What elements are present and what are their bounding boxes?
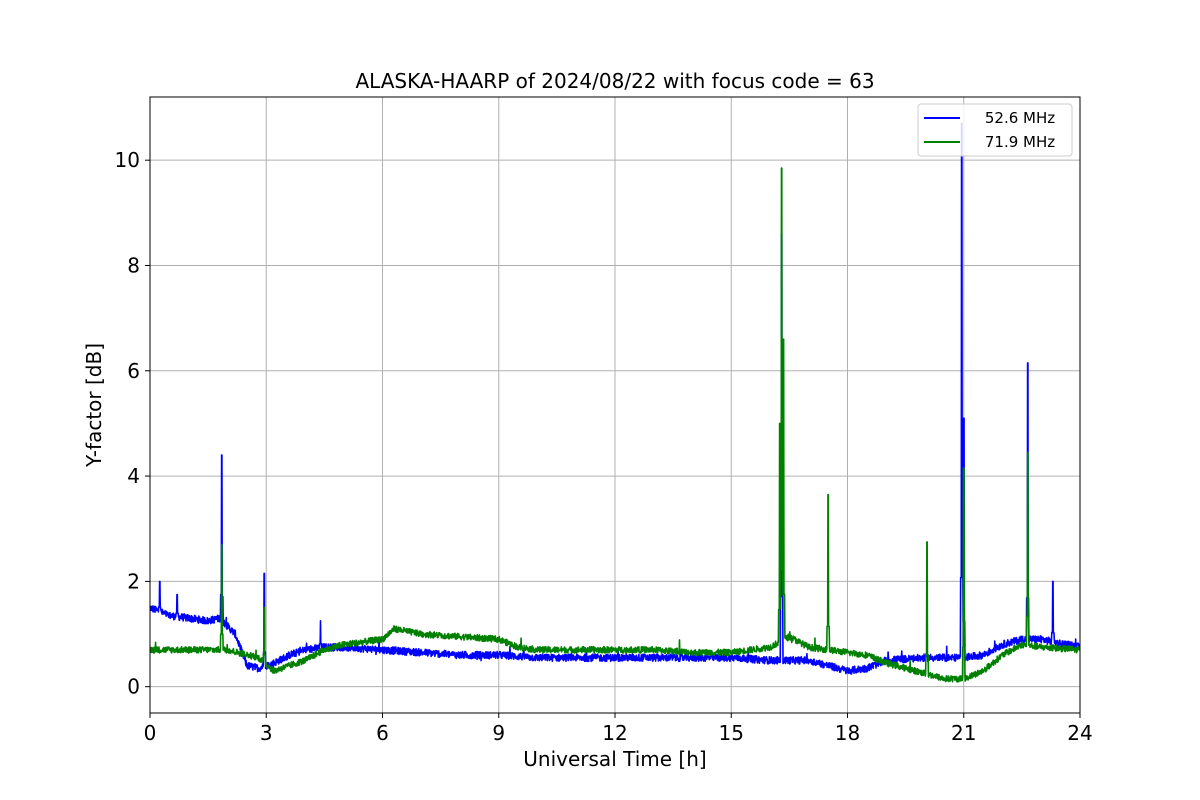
y-tick-label: 8 [127,253,140,277]
x-tick-label: 24 [1067,721,1092,745]
x-tick-label: 0 [144,721,157,745]
x-tick-label: 9 [492,721,505,745]
x-tick-label: 21 [951,721,976,745]
chart-title: ALASKA-HAARP of 2024/08/22 with focus co… [355,69,874,93]
legend-label-1: 52.6 MHz [985,109,1055,127]
x-axis: 0 3 6 9 12 15 18 21 24 [144,713,1093,745]
legend-label-2: 71.9 MHz [985,133,1055,151]
x-tick-label: 6 [376,721,389,745]
y-tick-label: 2 [127,569,140,593]
y-axis-label: Y-factor [dB] [82,343,106,468]
legend: 52.6 MHz 71.9 MHz [917,103,1073,157]
y-tick-label: 4 [127,464,140,488]
series-line-2 [150,167,1080,683]
y-tick-label: 6 [127,359,140,383]
series-layer [150,122,1080,683]
x-tick-label: 12 [602,721,627,745]
x-tick-label: 3 [260,721,273,745]
y-tick-label: 10 [115,148,140,172]
y-tick-label: 0 [127,675,140,699]
series-line-1 [150,122,1080,675]
x-axis-label: Universal Time [h] [523,747,706,771]
x-tick-label: 15 [719,721,744,745]
y-axis: 0 2 4 6 8 10 [115,148,150,699]
x-tick-label: 18 [835,721,860,745]
